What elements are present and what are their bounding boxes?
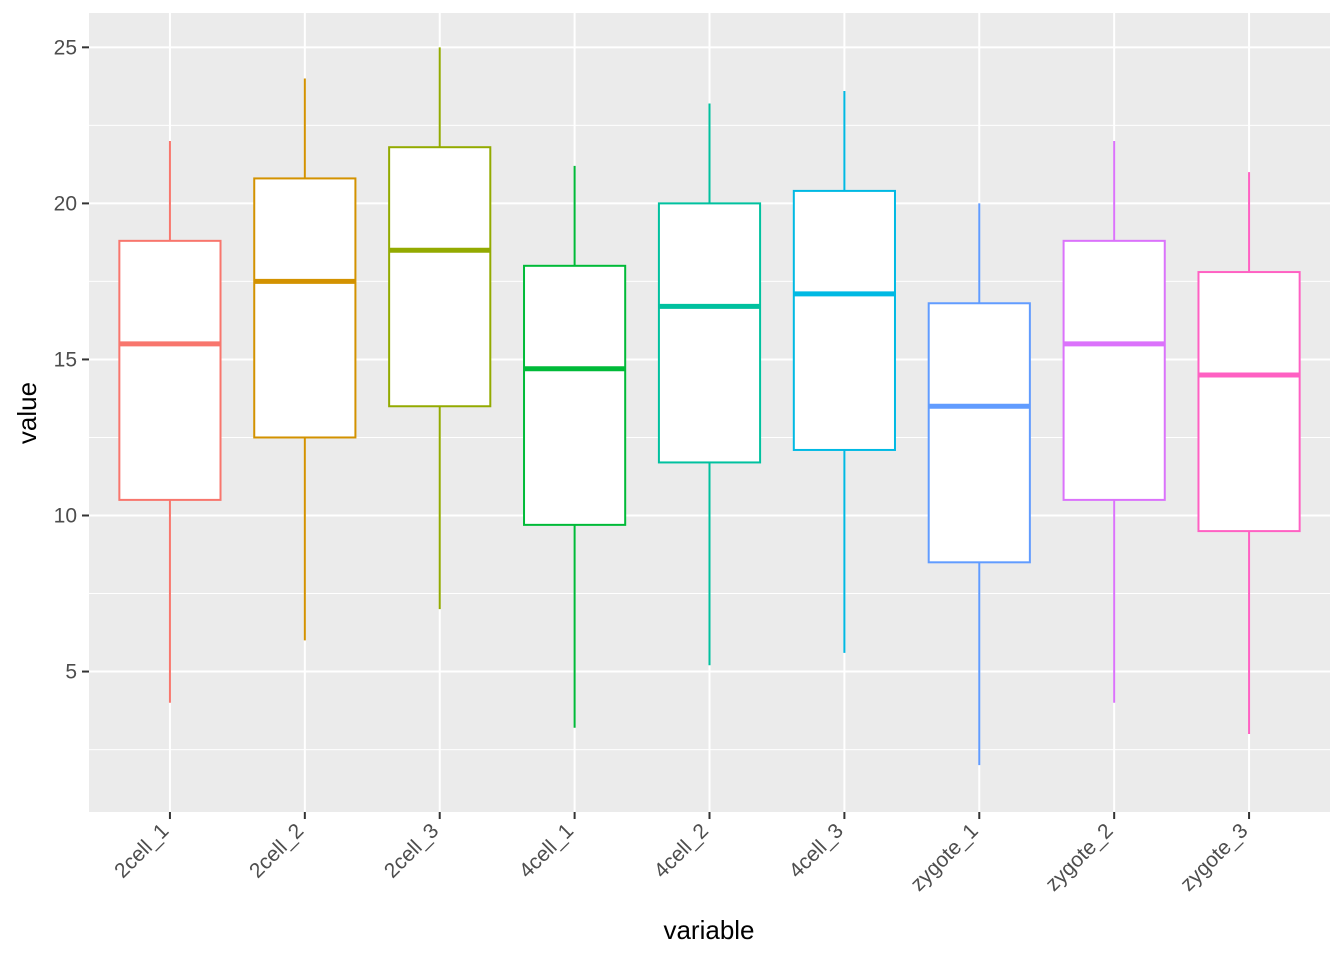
y-tick-label: 25: [54, 36, 77, 59]
box-iqr: [253, 177, 357, 439]
box-zygote_2: [1062, 140, 1166, 703]
x-tick-label: 4cell_3: [785, 819, 848, 882]
y-axis-title: value: [12, 382, 42, 444]
y-tick-label: 5: [65, 661, 77, 684]
box-iqr: [1197, 271, 1301, 533]
box-iqr: [523, 264, 627, 526]
box-zygote_1: [927, 203, 1031, 766]
y-tick-label: 20: [54, 192, 77, 215]
box-iqr: [388, 146, 492, 408]
x-tick-label: zygote_2: [1041, 819, 1118, 896]
box-4cell_2: [657, 103, 762, 666]
box-2cell_2: [253, 78, 357, 641]
boxes-layer: [118, 47, 1301, 766]
x-tick-label: 2cell_2: [245, 819, 308, 882]
x-tick-label: zygote_1: [906, 819, 983, 896]
y-tick-label: 10: [54, 504, 77, 527]
box-4cell_3: [792, 91, 896, 653]
box-4cell_1: [523, 165, 627, 728]
y-axis: 5 10 15 20 25: [54, 36, 89, 684]
box-2cell_3: [388, 47, 492, 610]
box-iqr: [657, 202, 762, 464]
x-tick-label: 2cell_1: [110, 819, 173, 882]
x-tick-label: zygote_3: [1176, 819, 1253, 896]
box-2cell_1: [118, 140, 222, 703]
x-tick-label: 4cell_1: [515, 819, 578, 882]
box-iqr: [118, 239, 222, 501]
box-zygote_3: [1197, 172, 1301, 734]
box-iqr: [1062, 239, 1166, 501]
x-tick-label: 2cell_3: [380, 819, 443, 882]
box-iqr: [792, 189, 896, 451]
x-axis: 2cell_1 2cell_2 2cell_3 4cell_1 4cell_2 4cell…: [110, 812, 1253, 896]
x-axis-title: variable: [663, 915, 754, 945]
x-tick-label: 4cell_2: [650, 819, 713, 882]
y-tick-label: 15: [54, 348, 77, 371]
box-iqr: [927, 302, 1031, 564]
